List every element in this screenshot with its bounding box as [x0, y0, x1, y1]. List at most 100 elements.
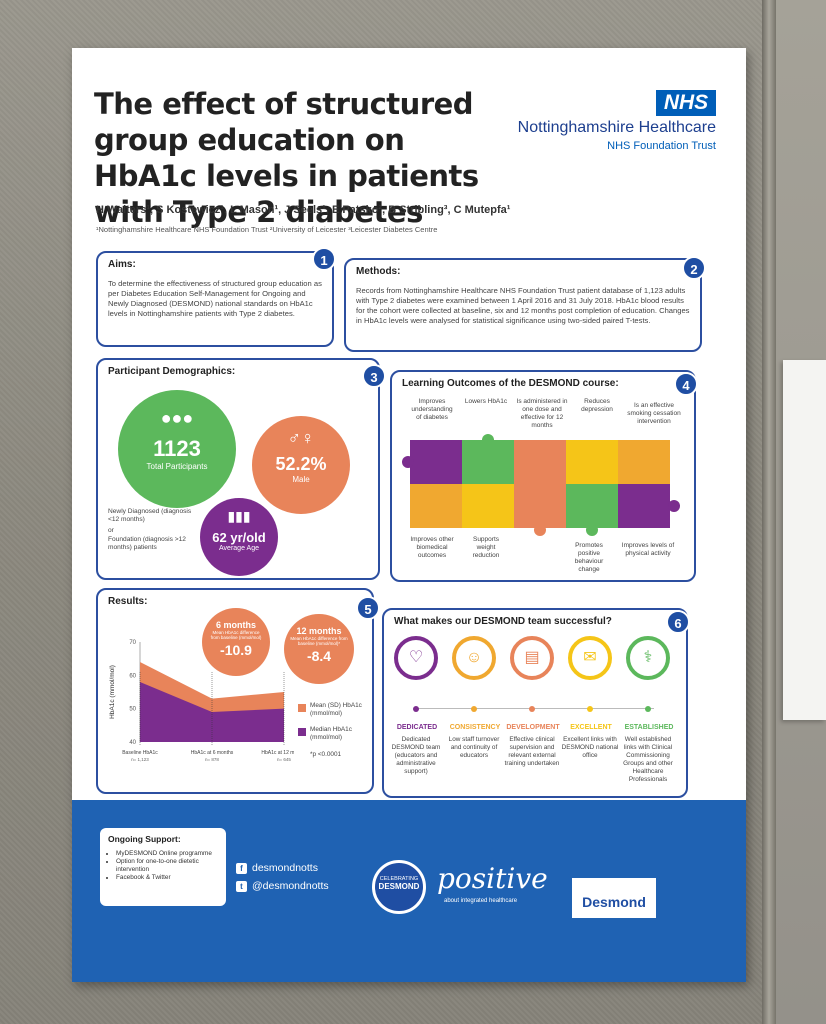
team-item-desc: Dedicated DESMOND team (educators and ad… [391, 736, 441, 775]
affiliations: ¹Nottinghamshire Healthcare NHS Foundati… [96, 225, 438, 234]
section-number-6: 6 [666, 610, 690, 634]
puzzle-piece-one-dose [514, 440, 566, 528]
nhs-logo: NHS [656, 90, 716, 116]
average-age-value: 62 yr/old [212, 530, 266, 545]
twelve-month-circle: 12 months Mean HbA1c difference from bas… [284, 614, 354, 684]
average-age-circle: ▮▮▮ 62 yr/old Average Age [200, 498, 278, 576]
legend-mean: Mean (SD) HbA1c (mmol/mol) [310, 702, 362, 717]
team-item-title: CONSISTENCY [449, 724, 501, 731]
org-name: Nottinghamshire Healthcare [517, 119, 716, 136]
six-month-value: -10.9 [220, 642, 252, 658]
y-axis-label: HbA1c (mmol/mol) [109, 665, 116, 719]
team-heading: What makes our DESMOND team successful? [394, 616, 612, 627]
x-tick-label: Baseline HbA1c [122, 750, 158, 756]
outcome-label-biomedical: Improves other biomedical outcomes [410, 536, 454, 559]
bar-chart-icon: ▮▮▮ [227, 508, 251, 524]
results-panel: Results: 6 months Mean HbA1c difference … [96, 588, 374, 794]
y-tick-label: 60 [129, 673, 136, 679]
aims-panel: Aims: To determine the effectiveness of … [96, 251, 334, 347]
section-number-1: 1 [312, 247, 336, 271]
team-pin-3: ✉ [568, 636, 612, 680]
heart-icon: ♡ [408, 649, 424, 666]
badge-main-text: DESMOND [378, 882, 420, 891]
ongoing-support-card: Ongoing Support: MyDESMOND Online progra… [100, 828, 226, 906]
team-item-desc: Low staff turnover and continuity of edu… [448, 736, 500, 759]
twelve-month-sub: Mean HbA1c difference from baseline (mmo… [290, 636, 348, 646]
badge-top-text: CELEBRATING [379, 876, 419, 882]
puzzle-knob [534, 524, 546, 536]
chat-icon: ✉ [583, 649, 597, 666]
outcome-label-activity: Improves levels of physical activity [621, 542, 675, 557]
positive-logo: positive [437, 862, 548, 895]
outcome-label-smoking: Is an effective smoking cessation interv… [627, 402, 681, 425]
people-icon: ☺ [465, 649, 483, 666]
x-tick-label: HbA1c at 12 months [261, 750, 294, 756]
demographics-panel: Participant Demographics: ●●● 1123 Total… [96, 358, 380, 580]
team-pin-1: ☺ [452, 636, 496, 680]
team-pin-0: ♡ [394, 636, 438, 680]
x-tick-n: n= 878 [205, 757, 219, 762]
poster: The effect of structured group education… [72, 48, 746, 982]
legend-swatch-median [298, 728, 306, 736]
twitter-icon: t [236, 881, 247, 892]
poster-title: The effect of structured group education… [94, 87, 479, 229]
x-tick-label: HbA1c at 6 months [191, 750, 234, 756]
celebrating-desmond-badge: CELEBRATING DESMOND [372, 860, 426, 914]
newly-diagnosed-note: Newly Diagnosed (diagnosis <12 months) [108, 508, 192, 523]
x-tick-n: n= 645 [277, 757, 291, 762]
learning-outcomes-heading: Learning Outcomes of the DESMOND course: [402, 378, 619, 389]
puzzle-piece-smoking [618, 440, 670, 484]
team-item-desc: Effective clinical supervision and relev… [504, 736, 560, 767]
team-item-title: ESTABLISHED [624, 724, 674, 731]
section-number-3: 3 [362, 364, 386, 388]
support-list: MyDESMOND Online programme Option for on… [116, 850, 226, 882]
stethoscope-icon: ⚕ [643, 649, 653, 666]
adjacent-poster-fragment [783, 360, 826, 720]
team-item-title: DEVELOPMENT [506, 724, 560, 731]
average-age-label: Average Age [219, 545, 259, 552]
results-heading: Results: [108, 596, 148, 607]
puzzle-piece-weight [462, 484, 514, 528]
twitter-text: @desmondnotts [252, 880, 329, 892]
or-note: or [108, 527, 114, 534]
aims-heading: Aims: [108, 259, 136, 270]
facebook-icon: f [236, 863, 247, 874]
male-value: 52.2% [275, 454, 327, 474]
p-value-note: *p <0.0001 [310, 751, 342, 758]
outcome-label-hba1c: Lowers HbA1c [464, 398, 508, 405]
puzzle-piece-depression [566, 440, 618, 484]
demographics-heading: Participant Demographics: [108, 366, 236, 377]
support-item: Facebook & Twitter [116, 874, 226, 882]
section-number-2: 2 [682, 256, 706, 280]
timeline-dot [413, 706, 419, 712]
support-item: Option for one-to-one dietetic intervent… [116, 858, 226, 874]
foundation-note: Foundation (diagnosis >12 months) patien… [108, 536, 186, 551]
methods-panel: Methods: Records from Nottinghamshire He… [344, 258, 702, 352]
outcome-label-weight: Supports weight reduction [472, 536, 500, 559]
male-label: Male [292, 475, 310, 484]
legend-swatch-mean [298, 704, 306, 712]
team-item-desc: Well established links with Clinical Com… [623, 736, 673, 783]
outcome-label-depression: Reduces depression [581, 398, 613, 413]
male-female-icon: ♂♀ [287, 428, 315, 448]
puzzle-piece-activity [618, 484, 670, 528]
twitter-handle: t @desmondnotts [236, 880, 329, 892]
male-circle: ♂♀ 52.2% Male [252, 416, 350, 514]
puzzle-knob [482, 434, 494, 446]
timeline-dot [529, 706, 535, 712]
six-month-sub: Mean HbA1c difference from baseline (mmo… [210, 630, 262, 640]
outcome-label-one-dose: Is administered in one dose and effectiv… [516, 398, 568, 429]
legend-median: Median HbA1c (mmol/mol) [310, 726, 352, 741]
y-tick-label: 50 [129, 707, 136, 713]
x-tick-n: n= 1,123 [131, 757, 149, 762]
desmond-logo: Desmond [572, 878, 656, 918]
section-number-5: 5 [356, 596, 380, 620]
facebook-handle: f desmondnotts [236, 862, 318, 874]
puzzle-knob [668, 500, 680, 512]
team-pin-2: ▤ [510, 636, 554, 680]
facebook-text: desmondnotts [252, 862, 318, 874]
six-month-circle: 6 months Mean HbA1c difference from base… [202, 608, 270, 676]
timeline-dot [471, 706, 477, 712]
timeline-dot [645, 706, 651, 712]
